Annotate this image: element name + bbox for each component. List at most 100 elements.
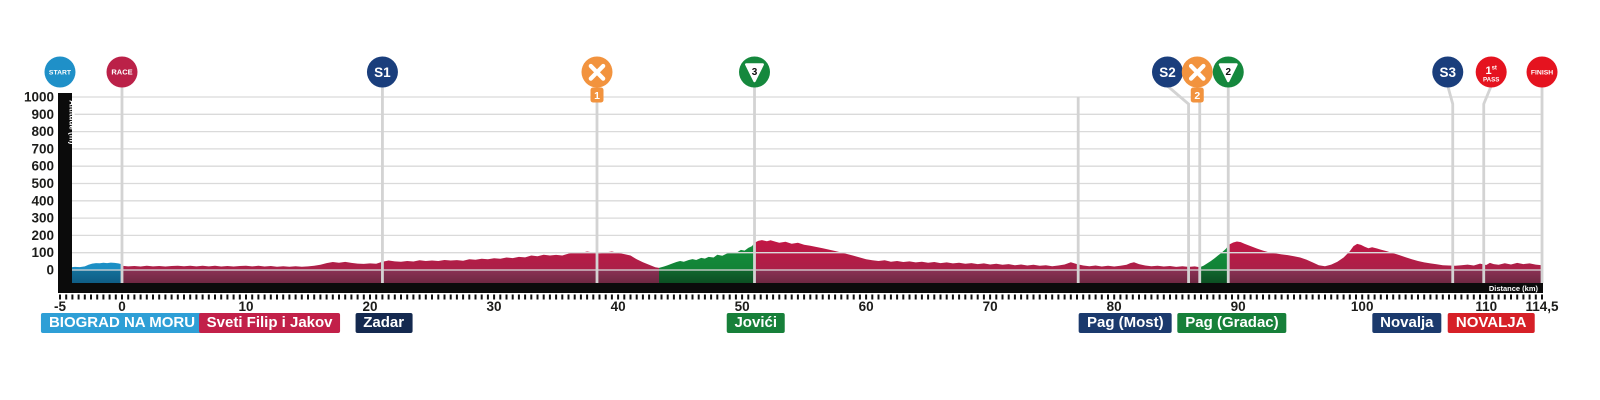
marker-finish[interactable]: FINISH: [1526, 56, 1558, 88]
x-tick: [1200, 294, 1202, 300]
x-tick: [542, 294, 545, 300]
x-tick-label: 80: [1107, 299, 1122, 314]
x-tick: [220, 294, 223, 300]
x-tick: [288, 294, 291, 300]
x-tick: [1138, 294, 1140, 300]
x-tick: [982, 294, 985, 300]
climb-triangle-icon: [745, 63, 764, 83]
crossed-cutlery-icon: [1188, 63, 1206, 81]
x-tick: [852, 294, 855, 300]
x-tick: [71, 294, 74, 300]
x-tick: [1113, 294, 1116, 300]
x-tick: [474, 294, 477, 300]
x-tick: [716, 294, 719, 300]
x-tick: [617, 294, 620, 300]
marker-circle-race[interactable]: [106, 56, 138, 88]
y-tick-label: 100: [31, 245, 54, 260]
x-tick: [1206, 294, 1209, 300]
x-tick: [1404, 294, 1407, 300]
marker-feed-1[interactable]: 1: [581, 56, 613, 103]
x-tick: [1243, 294, 1246, 300]
x-tick: [604, 294, 607, 300]
y-tick-label: 0: [46, 263, 54, 278]
x-tick: [778, 294, 781, 300]
x-tick-label: 10: [239, 299, 254, 314]
marker-race[interactable]: RACE: [106, 56, 138, 88]
x-tick: [840, 294, 843, 300]
x-tick: [1423, 294, 1426, 300]
x-tick: [1119, 294, 1122, 300]
x-tick: [697, 294, 700, 300]
marker-sprint-1[interactable]: S1: [366, 56, 398, 88]
x-tick: [989, 294, 992, 300]
x-tick: [685, 294, 688, 300]
marker-circle-sprint-1[interactable]: [366, 56, 398, 88]
x-tick: [1485, 294, 1488, 300]
guide-line-first-pass: [1482, 85, 1493, 283]
x-tick: [939, 294, 942, 300]
x-tick: [1503, 294, 1506, 300]
x-tick: [127, 294, 130, 300]
x-tick: [1181, 294, 1184, 300]
x-tick: [573, 294, 576, 300]
x-tick: [238, 294, 241, 300]
y-tick-label: 1000: [24, 90, 54, 105]
marker-circle-sprint-3[interactable]: [1432, 56, 1464, 88]
x-tick: [300, 294, 303, 300]
x-tick: [1305, 294, 1308, 300]
x-tick: [102, 294, 105, 300]
marker-sprint-3[interactable]: S3: [1432, 56, 1464, 88]
x-tick: [1522, 294, 1525, 300]
x-tick: [1348, 294, 1351, 300]
marker-label: S3: [1440, 65, 1457, 80]
x-tick-label: 50: [735, 299, 750, 314]
x-tick: [871, 294, 874, 300]
x-tick: [741, 294, 744, 300]
x-tick: [747, 294, 750, 300]
x-tick: [648, 294, 651, 300]
y-tick-label: 500: [31, 176, 54, 191]
x-tick: [1417, 294, 1419, 300]
x-tick: [691, 294, 694, 300]
x-tick: [257, 294, 260, 300]
x-tick: [1212, 294, 1215, 300]
marker-kom-2[interactable]: 2: [1212, 56, 1244, 88]
x-tick: [561, 294, 564, 300]
x-tick: [827, 294, 830, 300]
x-tick: [1373, 294, 1376, 300]
x-tick: [858, 294, 861, 300]
x-tick: [1169, 294, 1171, 300]
x-tick: [245, 294, 247, 300]
marker-feed-2[interactable]: 2: [1181, 56, 1213, 103]
distance-axis-label: Distance (km): [1489, 284, 1539, 293]
marker-circle-first-pass[interactable]: [1475, 56, 1507, 88]
x-tick: [387, 294, 390, 300]
x-tick: [114, 294, 117, 300]
x-tick: [598, 294, 601, 300]
marker-circle-sprint-2[interactable]: [1151, 56, 1183, 88]
x-tick-label: 30: [487, 299, 502, 314]
x-tick: [1231, 294, 1233, 300]
x-tick: [1268, 294, 1271, 300]
marker-start[interactable]: START: [44, 56, 76, 88]
y-tick-label: 700: [31, 141, 54, 156]
x-tick: [586, 294, 589, 300]
x-tick: [889, 294, 892, 300]
marker-circle-finish[interactable]: [1526, 56, 1558, 88]
x-tick: [139, 294, 142, 300]
x-tick: [1299, 294, 1302, 300]
marker-circle-start[interactable]: [44, 56, 76, 88]
x-tick: [1044, 294, 1047, 300]
horizontal-gridlines: [72, 96, 1543, 271]
x-tick: [1082, 294, 1085, 300]
y-tick-label: 200: [31, 228, 54, 243]
x-tick: [722, 294, 725, 300]
x-tick: [1534, 294, 1537, 300]
x-tick: [1516, 294, 1519, 300]
x-tick: [294, 294, 297, 300]
marker-kom-3[interactable]: 3: [739, 56, 771, 88]
marker-sprint-2[interactable]: S2: [1151, 56, 1183, 88]
x-tick: [815, 294, 818, 300]
